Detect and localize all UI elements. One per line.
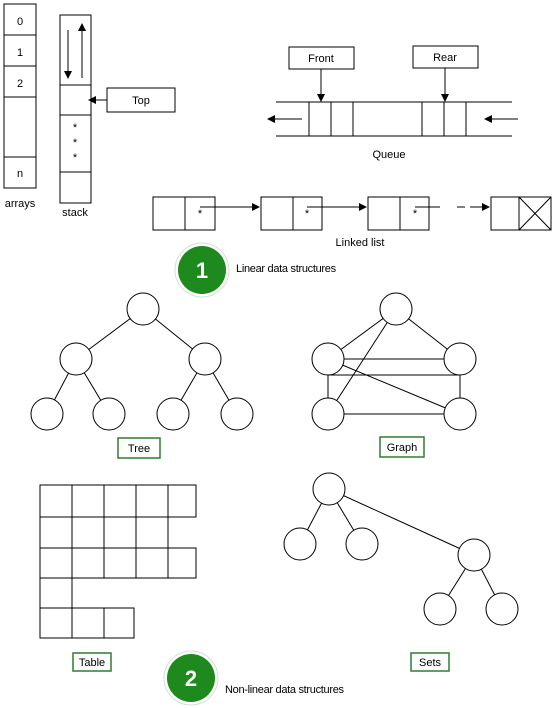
list-pointer-2: * [305, 208, 310, 220]
array-cell-0: 0 [17, 16, 23, 28]
badge-1-number: 1 [196, 258, 208, 283]
tree-leaf [30, 397, 64, 431]
linear-section-badge: 1 Linear data structures [174, 242, 337, 298]
stack-structure: * * * Top stack [59, 14, 176, 219]
list-pointer-3: * [413, 208, 418, 220]
stack-dot-3: * [73, 152, 78, 164]
linked-list-label: Linked list [336, 237, 385, 249]
linear-caption: Linear data structures [236, 263, 337, 275]
badge-2-circle [167, 654, 215, 702]
queue-structure: Front Rear Queue [267, 45, 518, 161]
sets-node [312, 472, 346, 506]
tree-structure: Tree [30, 292, 254, 459]
list-node-1 [152, 196, 216, 231]
badge-1-circle [178, 246, 226, 294]
sets-node [485, 592, 519, 626]
sets-node [283, 527, 317, 561]
graph-vertex [311, 397, 345, 431]
queue-label: Queue [372, 149, 405, 161]
stack-label: stack [62, 207, 88, 219]
graph-vertex [379, 292, 413, 326]
table-structure: Table [39, 484, 197, 672]
graph-vertex [443, 342, 477, 376]
list-pointer-1: * [198, 208, 203, 220]
arrays-label: arrays [5, 198, 36, 210]
tree-leaf [156, 397, 190, 431]
sets-label: Sets [419, 657, 442, 669]
list-node-2 [260, 196, 323, 231]
sets-structure: Sets [283, 472, 519, 672]
nonlinear-section-badge: 2 Non-linear data structures [163, 650, 345, 706]
nonlinear-caption: Non-linear data structures [225, 684, 345, 696]
tree-node [188, 342, 222, 376]
array-cell-1: 1 [17, 47, 23, 59]
top-label: Top [132, 95, 150, 107]
table-label: Table [79, 657, 105, 669]
graph-label: Graph [387, 442, 418, 454]
tree-leaf [92, 397, 126, 431]
graph-vertex [443, 397, 477, 431]
list-node-3 [367, 196, 430, 231]
sets-label-box [410, 652, 450, 672]
graph-structure: Graph [311, 292, 477, 458]
table-label-box [72, 652, 112, 672]
array-cell-2: 2 [17, 78, 23, 90]
stack-outline [59, 14, 92, 204]
sets-node [345, 527, 379, 561]
list-node-null [490, 196, 552, 231]
array-outline [3, 3, 37, 189]
rear-label: Rear [433, 52, 457, 64]
sets-node [457, 538, 491, 572]
graph-vertex [311, 342, 345, 376]
graph-label-box [379, 436, 425, 458]
stack-dot-1: * [73, 122, 78, 134]
stack-dot-2: * [73, 137, 78, 149]
tree-leaf [220, 397, 254, 431]
linked-list-structure: * * * Linked list [152, 196, 552, 249]
top-box [106, 87, 176, 113]
sets-node [423, 592, 457, 626]
front-label: Front [308, 53, 334, 65]
tree-root [126, 292, 160, 326]
array-structure: 0 1 2 n arrays [3, 3, 37, 210]
badge-2-number: 2 [185, 666, 197, 691]
array-cell-n: n [17, 168, 23, 180]
tree-label-box [117, 437, 161, 459]
tree-node [59, 342, 93, 376]
tree-label: Tree [128, 443, 150, 455]
